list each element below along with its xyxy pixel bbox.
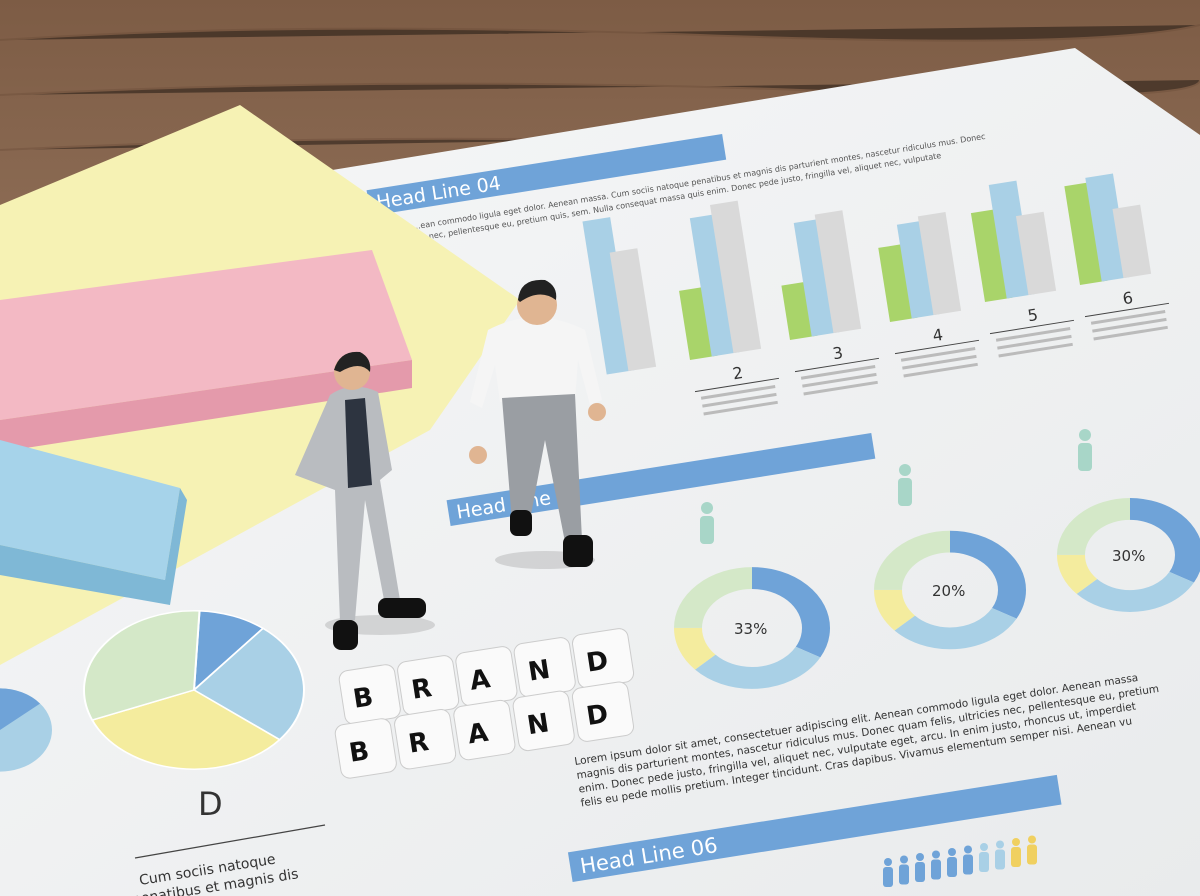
person-icon [963, 845, 973, 875]
bar [1064, 181, 1108, 285]
bar-graphic: 2 3 4 5 6 [582, 173, 1170, 416]
bar-group: 6 [1064, 173, 1170, 341]
person-icon [1027, 835, 1037, 865]
bar-label: 2 [731, 363, 744, 383]
brand-letter-dice: BRAND BRAND [334, 628, 635, 779]
bar [709, 200, 762, 354]
caption-placeholder-line [1090, 310, 1166, 325]
pie-slice [192, 627, 305, 741]
person-icon [1011, 838, 1021, 867]
donut-chart [674, 567, 830, 689]
bar [582, 217, 635, 375]
caption-placeholder-line [1092, 317, 1167, 333]
businessman-figure-gray-suit [295, 351, 435, 650]
bar [988, 180, 1035, 299]
bar [917, 211, 962, 316]
bar [1015, 211, 1057, 296]
bar [793, 218, 840, 337]
donut-segment [674, 567, 830, 689]
donut-segment [1057, 498, 1200, 612]
blue-sticky-block [0, 440, 187, 605]
headline-05-banner [446, 433, 876, 526]
bar-group: 5 [970, 180, 1075, 358]
donut-segment [1057, 498, 1200, 612]
caption-placeholder-line [998, 342, 1073, 358]
pink-sticky-block [0, 250, 412, 452]
letter-die [512, 690, 575, 752]
dice-row-top: BRAND [338, 628, 635, 725]
donut-segment [874, 530, 1026, 650]
letter-die [334, 718, 397, 779]
bar [896, 220, 940, 319]
letter-die [571, 681, 635, 742]
donut-percentage: 30% [1112, 547, 1145, 565]
pie-graphic [83, 610, 305, 770]
caption-placeholder-line [903, 362, 978, 378]
donut-chart [1057, 498, 1200, 612]
bar-label: 6 [1121, 288, 1134, 308]
bar-label: 4 [931, 325, 944, 345]
person-icon [995, 840, 1005, 870]
letter-die [453, 699, 516, 761]
bar-group: 3 [781, 210, 880, 396]
person-icon [915, 853, 925, 882]
pie-slice [90, 689, 282, 770]
donut-percentage: 20% [932, 582, 965, 600]
caption-placeholder-line [703, 400, 778, 416]
donut-segment [674, 567, 830, 689]
donut-graphics: 33% 20% 30% [674, 429, 1200, 689]
headline-06-banner [567, 774, 1062, 882]
divider [134, 824, 326, 859]
person-icon [931, 850, 941, 880]
caption-placeholder-line [803, 380, 878, 396]
bar-label: 3 [831, 343, 844, 363]
bar-group: 2 [679, 200, 780, 416]
person-icon [979, 843, 989, 872]
bar-divider [1084, 302, 1170, 318]
bar-group: 4 [878, 211, 980, 378]
caption-placeholder-line [997, 334, 1072, 350]
caption-placeholder-line [900, 347, 976, 362]
donut-segment [674, 567, 830, 689]
pie-slice [83, 610, 201, 722]
donut-chart [874, 530, 1026, 650]
caption-placeholder-line [700, 385, 776, 400]
donut-segment [874, 530, 1026, 650]
person-icon [1078, 429, 1092, 471]
bar-divider [794, 357, 880, 373]
person-icon [700, 502, 714, 544]
headline-04-banner [366, 133, 727, 216]
caption-placeholder-line [702, 392, 777, 408]
bar [689, 213, 740, 357]
person-icon [947, 848, 957, 877]
partial-pie-graphic [0, 688, 52, 772]
pie-label: D [198, 785, 223, 823]
bar-label: 5 [1026, 305, 1039, 325]
bar [1112, 204, 1152, 279]
bar [1085, 173, 1130, 282]
donut-segment [1057, 498, 1200, 612]
caption-placeholder-line [800, 365, 876, 380]
letter-die [394, 709, 457, 770]
bar [609, 248, 657, 372]
donut-segment [874, 530, 1026, 650]
bar [814, 210, 862, 334]
person-icon [898, 464, 912, 506]
person-icon [899, 855, 909, 885]
caption-placeholder-line [902, 354, 977, 370]
person-icon [883, 858, 893, 887]
caption-placeholder-line [802, 372, 877, 388]
caption-placeholder-line [1093, 325, 1168, 341]
bar-divider [894, 339, 980, 355]
donut-percentage: 33% [734, 620, 767, 638]
caption-placeholder-line [995, 327, 1071, 342]
people-icons-row [883, 835, 1037, 887]
businessman-figure-white-shirt [469, 279, 606, 569]
bar-divider [989, 319, 1075, 335]
bar-group [582, 217, 657, 375]
bar-divider [694, 377, 780, 393]
